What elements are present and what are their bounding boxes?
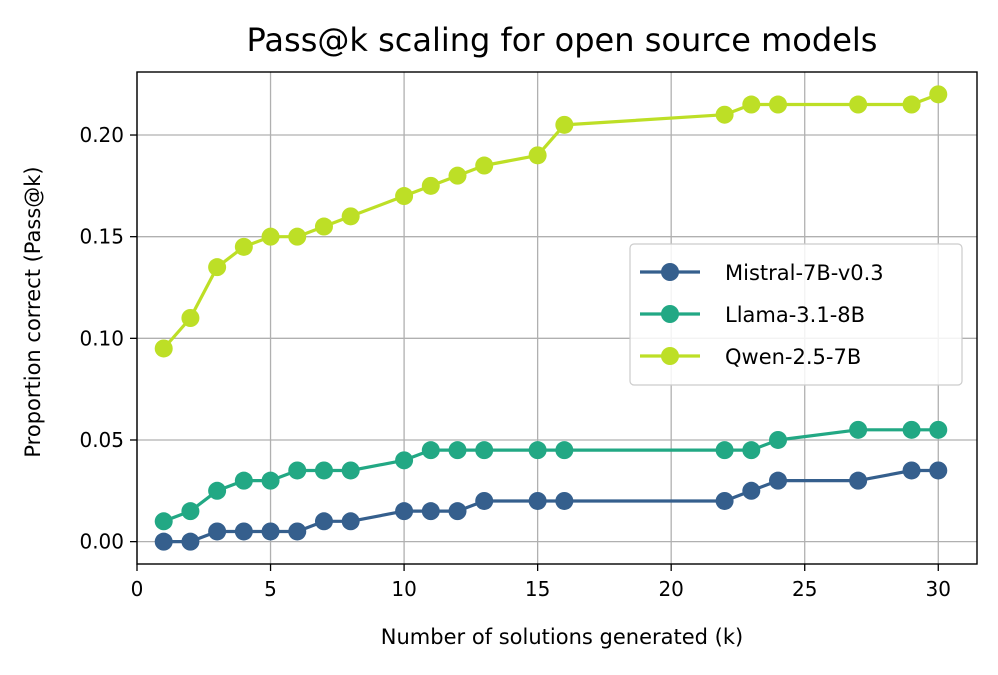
y-axis-label: Proportion correct (Pass@k) (21, 166, 45, 457)
data-point (849, 471, 868, 490)
series-line (163, 468, 939, 544)
data-point (208, 258, 227, 277)
data-point (395, 451, 414, 470)
legend-item: Llama-3.1-8B (640, 303, 865, 327)
data-point (715, 105, 734, 124)
y-axis-ticks: 0.00 0.05 0.10 0.15 0.20 (79, 123, 137, 554)
legend-label: Mistral-7B-v0.3 (725, 261, 884, 285)
data-point (314, 512, 333, 531)
data-point (528, 146, 547, 165)
data-point (288, 522, 307, 541)
data-point (208, 481, 227, 500)
data-point (929, 420, 948, 439)
data-point (288, 227, 307, 246)
data-point (769, 471, 788, 490)
data-point (261, 522, 280, 541)
data-point (849, 420, 868, 439)
data-point (769, 95, 788, 114)
data-point (261, 227, 280, 246)
y-tick-label: 0.20 (79, 123, 124, 147)
data-point (555, 115, 574, 134)
y-tick-label: 0.05 (79, 428, 124, 452)
x-axis-label: Number of solutions generated (k) (381, 625, 743, 649)
data-point (448, 441, 467, 460)
data-point (234, 237, 253, 256)
y-tick-label: 0.15 (79, 225, 124, 249)
data-point (421, 502, 440, 521)
y-tick-label: 0.10 (79, 326, 124, 350)
data-point (154, 532, 173, 551)
data-point (181, 309, 200, 327)
data-point (208, 522, 227, 541)
legend-marker (661, 305, 679, 323)
data-point (929, 85, 948, 104)
data-point (528, 441, 547, 460)
x-tick-label: 0 (131, 577, 144, 601)
data-point (154, 512, 173, 531)
data-point (849, 95, 868, 114)
legend-label: Qwen-2.5-7B (725, 345, 861, 369)
data-point (421, 176, 440, 195)
x-tick-label: 10 (391, 577, 416, 601)
x-tick-label: 30 (926, 577, 951, 601)
legend-marker (661, 263, 679, 281)
data-point (448, 502, 467, 521)
data-point (715, 491, 734, 510)
x-axis-ticks: 0 5 10 15 20 25 30 (131, 564, 951, 601)
data-point (475, 441, 494, 460)
data-point (475, 156, 494, 175)
y-tick-label: 0.00 (79, 530, 124, 554)
chart-title: Pass@k scaling for open source models (247, 21, 878, 59)
data-point (769, 430, 788, 449)
x-tick-label: 25 (792, 577, 817, 601)
data-point (902, 461, 921, 480)
data-point (154, 339, 173, 358)
x-tick-label: 5 (264, 577, 277, 601)
data-point (929, 461, 948, 480)
data-point (341, 461, 360, 480)
series-line (163, 428, 939, 523)
data-point (181, 502, 200, 521)
x-tick-label: 20 (658, 577, 683, 601)
data-point (555, 491, 574, 510)
data-point (314, 461, 333, 480)
data-point (395, 187, 414, 206)
series-qwen-2-5-7b (154, 85, 948, 358)
data-point (742, 95, 761, 114)
legend-item: Qwen-2.5-7B (640, 345, 861, 369)
data-point (555, 441, 574, 460)
data-point (234, 471, 253, 490)
legend: Mistral-7B-v0.3 Llama-3.1-8B Qwen-2.5-7B (629, 243, 963, 386)
x-tick-label: 15 (525, 577, 550, 601)
data-point (234, 522, 253, 541)
data-point (181, 532, 200, 551)
plot-frame (136, 71, 978, 565)
data-point (314, 217, 333, 236)
data-point (715, 441, 734, 460)
data-point (902, 420, 921, 439)
series-mistral-7b-v0-3 (154, 461, 948, 551)
legend-label: Llama-3.1-8B (725, 303, 865, 327)
legend-box (629, 243, 963, 386)
data-point (421, 441, 440, 460)
data-point (341, 512, 360, 531)
series-llama-3-1-8b (154, 420, 948, 531)
data-point (902, 95, 921, 114)
plot-series (154, 85, 948, 551)
data-point (288, 461, 307, 480)
data-point (341, 207, 360, 226)
data-point (742, 481, 761, 500)
data-point (261, 471, 280, 490)
data-point (448, 166, 467, 185)
data-point (395, 502, 414, 521)
data-point (475, 491, 494, 510)
data-point (742, 441, 761, 460)
data-point (528, 491, 547, 510)
legend-item: Mistral-7B-v0.3 (640, 261, 884, 285)
legend-marker (661, 347, 679, 365)
